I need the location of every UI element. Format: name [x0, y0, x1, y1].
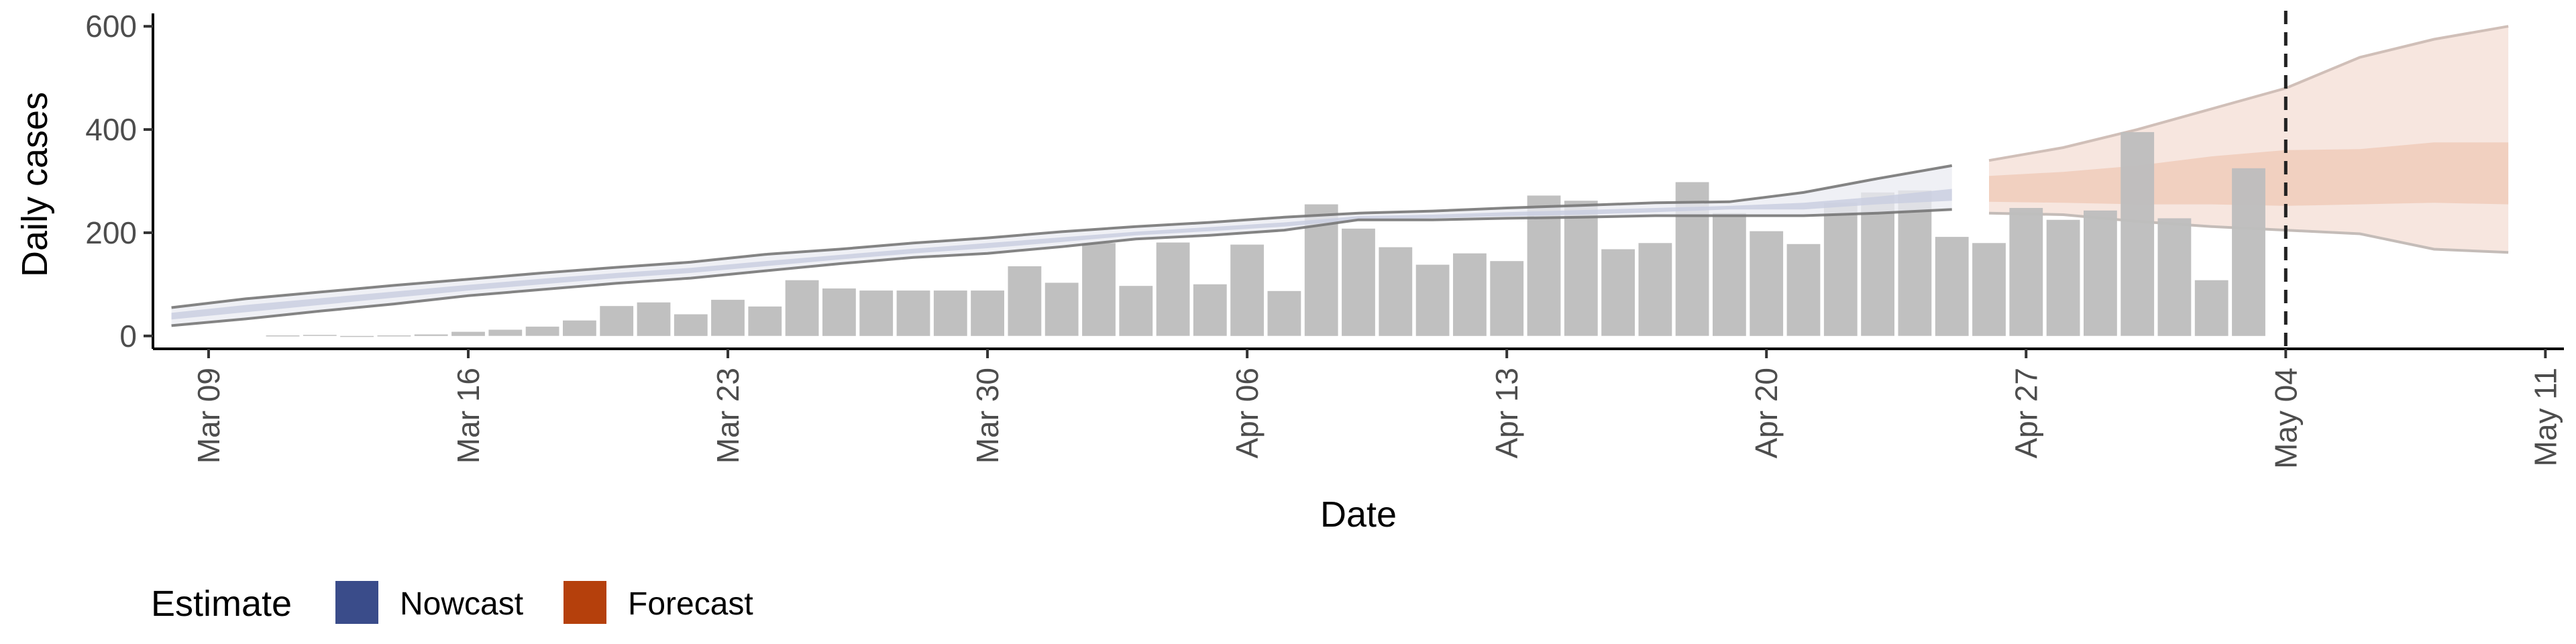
- case-bar: [1972, 243, 2006, 336]
- x-axis-title: Date: [1320, 494, 1397, 535]
- y-tick-label: 200: [85, 215, 137, 250]
- case-bar: [1044, 282, 1079, 336]
- case-bar: [674, 314, 708, 336]
- x-tick-label: Apr 27: [2008, 368, 2043, 459]
- y-tick-label: 400: [85, 112, 137, 147]
- case-bar: [1267, 290, 1301, 336]
- legend-label-nowcast: Nowcast: [400, 586, 523, 622]
- case-bar: [525, 326, 559, 336]
- case-bar: [340, 335, 374, 337]
- case-bar: [933, 290, 967, 336]
- x-tick-label: May 11: [2528, 368, 2563, 466]
- x-tick-label: Mar 16: [451, 368, 486, 464]
- case-bar: [303, 335, 337, 336]
- nowcast-lower-line: [171, 208, 1952, 327]
- case-bar: [377, 335, 411, 337]
- case-bar: [1638, 243, 1672, 336]
- case-bar: [2084, 210, 2117, 336]
- x-tick-label: Apr 06: [1230, 368, 1265, 459]
- case-bar: [748, 306, 782, 336]
- case-bar: [1230, 244, 1264, 336]
- case-bar: [1861, 192, 1894, 336]
- case-bar: [1713, 213, 1746, 336]
- case-bar: [1786, 244, 1821, 336]
- legend-swatch-forecast: [564, 581, 606, 624]
- case-bar: [563, 320, 596, 336]
- case-bar: [971, 290, 1004, 336]
- legend-swatch-nowcast: [335, 581, 378, 624]
- case-bar: [859, 290, 894, 336]
- x-tick-label: Mar 23: [710, 368, 745, 464]
- x-axis-ticks: Mar 09 Mar 16 Mar 23 Mar 30 Apr 06 Apr 13 Apr …: [191, 349, 2563, 469]
- y-tick-label: 600: [85, 9, 137, 44]
- forecast-upper-line: [1988, 25, 2509, 162]
- case-bar: [1156, 242, 1190, 336]
- case-bar: [1415, 264, 1450, 336]
- y-axis-title: Daily cases: [15, 92, 55, 277]
- case-bar: [637, 302, 671, 336]
- case-bar: [488, 329, 523, 336]
- case-bar: [1935, 237, 1969, 336]
- case-bar: [1193, 284, 1227, 336]
- case-bar: [2046, 219, 2080, 336]
- nowcast-upper-line: [171, 164, 1953, 309]
- case-bar: [785, 280, 819, 336]
- axes: 0 200 400 600 Mar 09 Mar 16 Mar 23 Mar 30 Apr 0…: [15, 9, 2564, 535]
- nowcast-bands: [171, 164, 1953, 327]
- case-bar: [1342, 228, 1375, 336]
- case-bar: [2121, 131, 2155, 336]
- case-bar: [896, 290, 930, 336]
- case-bar: [1490, 261, 1524, 336]
- case-bar: [1379, 247, 1413, 336]
- y-tick-label: 0: [119, 319, 137, 354]
- case-bar: [266, 335, 300, 337]
- case-bar: [1564, 201, 1598, 336]
- case-bar: [2194, 280, 2229, 336]
- case-bar: [711, 299, 745, 336]
- case-bar: [2157, 218, 2192, 336]
- case-bar: [414, 334, 448, 336]
- case-bar: [451, 331, 485, 336]
- x-tick-label: Mar 30: [970, 368, 1005, 464]
- case-bar: [1119, 286, 1153, 336]
- x-tick-label: Apr 20: [1749, 368, 1784, 459]
- case-bar: [1008, 266, 1042, 336]
- case-bar: [822, 288, 856, 336]
- y-axis-ticks: 0 200 400 600: [85, 9, 153, 354]
- case-bar: [1823, 203, 1858, 336]
- legend-label-forecast: Forecast: [628, 586, 753, 622]
- case-bar: [1898, 190, 1932, 336]
- x-tick-label: May 04: [2268, 368, 2303, 469]
- case-bar: [1082, 243, 1116, 336]
- legend-title: Estimate: [151, 584, 292, 624]
- plot-area: [171, 11, 2509, 349]
- x-tick-label: Mar 09: [191, 368, 226, 464]
- x-tick-label: Apr 13: [1489, 368, 1524, 459]
- reported-case-bars: [266, 131, 2265, 337]
- case-bar: [600, 306, 634, 336]
- legend: Estimate Nowcast Forecast: [151, 581, 753, 624]
- case-bar: [2232, 168, 2265, 336]
- case-bar: [1453, 253, 1487, 336]
- case-bar: [2009, 208, 2043, 336]
- case-bar: [1750, 231, 1784, 336]
- case-bar: [1601, 249, 1635, 336]
